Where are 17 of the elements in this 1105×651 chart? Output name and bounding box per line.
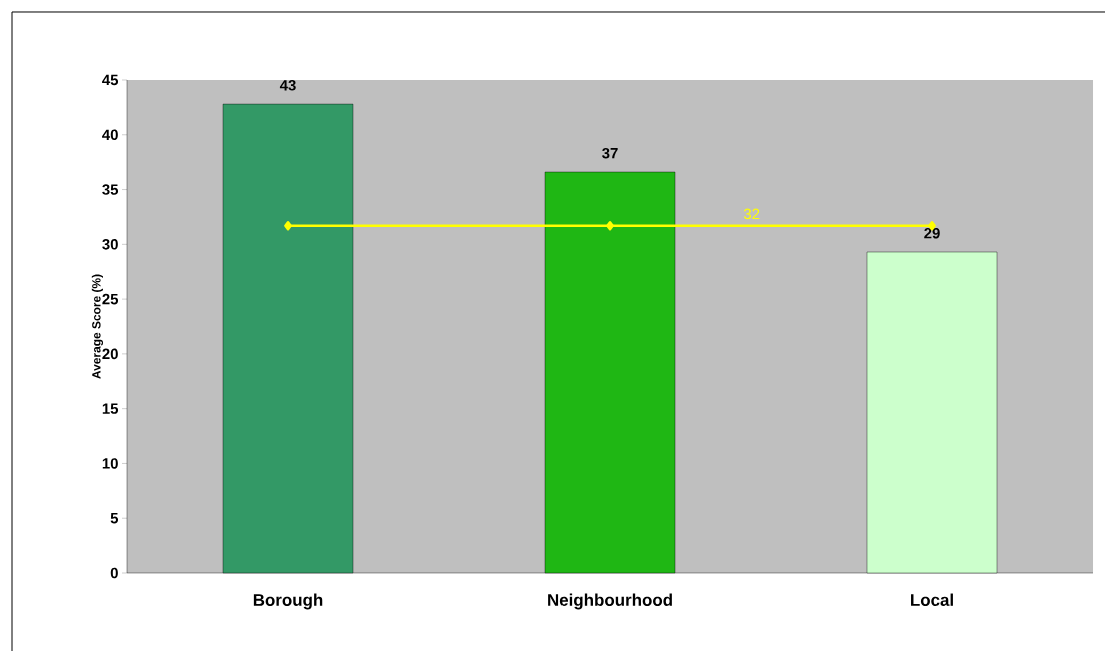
y-tick-label: 35 — [102, 184, 119, 195]
y-tick-label: 30 — [102, 239, 118, 250]
annotation: 32 — [743, 208, 760, 220]
data-label: 29 — [924, 227, 940, 239]
data-label: 37 — [602, 147, 618, 159]
data-label: 43 — [279, 79, 296, 91]
x-tick-label: Neighbourhood — [548, 593, 672, 610]
y-tick-label: 0 — [110, 567, 118, 579]
y-tick-label: 10 — [102, 458, 118, 469]
y-tick-label: 5 — [110, 513, 119, 524]
y-tick-label: 20 — [102, 348, 118, 360]
x-tick-label: Local — [911, 593, 953, 606]
y-tick-label: 40 — [102, 129, 118, 141]
y-tick-label: 15 — [102, 403, 119, 414]
y-tick-label: 45 — [102, 74, 119, 86]
y-tick-label: 25 — [102, 293, 119, 305]
x-tick-label: Borough — [253, 593, 323, 610]
